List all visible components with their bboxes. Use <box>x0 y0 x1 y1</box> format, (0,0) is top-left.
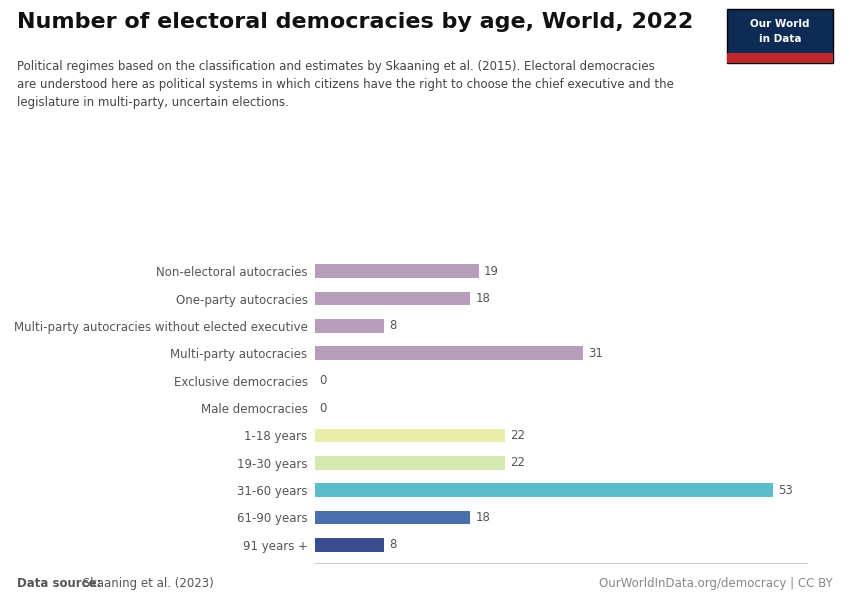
Text: 22: 22 <box>510 429 525 442</box>
Text: Skaaning et al. (2023): Skaaning et al. (2023) <box>79 577 214 590</box>
FancyBboxPatch shape <box>727 9 833 63</box>
Bar <box>314 511 470 524</box>
Text: 18: 18 <box>475 292 490 305</box>
Text: 31: 31 <box>588 347 603 360</box>
Bar <box>727 53 833 63</box>
Text: 53: 53 <box>778 484 793 497</box>
Text: 22: 22 <box>510 456 525 469</box>
Bar <box>314 538 383 551</box>
Bar <box>314 483 773 497</box>
Text: Number of electoral democracies by age, World, 2022: Number of electoral democracies by age, … <box>17 12 694 32</box>
Text: Our World: Our World <box>750 19 809 29</box>
Text: 0: 0 <box>320 401 327 415</box>
Text: 19: 19 <box>484 265 499 278</box>
Text: 8: 8 <box>389 319 396 332</box>
Bar <box>314 428 505 442</box>
Text: Data source:: Data source: <box>17 577 101 590</box>
Bar <box>314 346 582 360</box>
Text: Political regimes based on the classification and estimates by Skaaning et al. (: Political regimes based on the classific… <box>17 60 674 109</box>
Bar <box>314 319 383 333</box>
Bar <box>314 456 505 470</box>
Text: OurWorldInData.org/democracy | CC BY: OurWorldInData.org/democracy | CC BY <box>599 577 833 590</box>
Text: 18: 18 <box>475 511 490 524</box>
Bar <box>314 292 470 305</box>
Text: in Data: in Data <box>758 34 801 44</box>
Text: 8: 8 <box>389 538 396 551</box>
Text: 0: 0 <box>320 374 327 387</box>
Bar <box>314 265 479 278</box>
